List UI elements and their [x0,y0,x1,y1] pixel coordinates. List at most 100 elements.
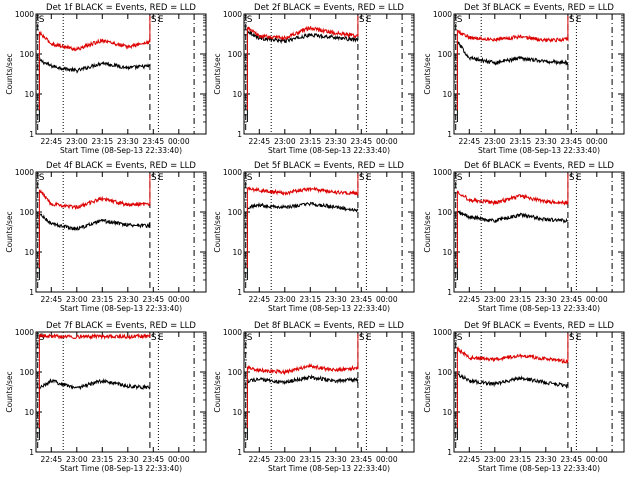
start-marker: S [359,333,365,343]
plot-frame [243,171,415,293]
start-marker: S [457,173,463,183]
start-marker: S [457,15,463,25]
y-tick-label: 1 [447,130,452,139]
start-marker: S [151,15,157,25]
y-tick-label: 100 [20,50,35,59]
y-axis-label: Counts/sec [5,211,14,252]
y-axis-label: Counts/sec [423,371,432,412]
plot-frame [453,13,625,135]
x-tick-label: 22:45 [458,455,480,464]
plot-frame [453,171,625,293]
x-tick-label: 23:30 [535,137,557,146]
x-axis-label: Start Time (08-Sep-13 22:33:40) [478,464,600,473]
x-tick-label: 23:00 [66,455,88,464]
y-tick-label: 1 [447,448,452,457]
y-tick-label: 1000 [15,328,34,337]
y-tick-label: 1000 [223,10,242,19]
lld-series-line [246,173,359,268]
lld-series-line [456,173,569,268]
x-tick-label: 23:30 [117,455,139,464]
x-tick-label: 23:30 [117,137,139,146]
plot-frame [453,331,625,453]
x-tick-label: 23:45 [350,295,372,304]
y-tick-label: 10 [232,90,242,99]
y-tick-label: 1 [237,130,242,139]
y-tick-label: 100 [438,50,453,59]
x-tick-label: 23:45 [350,137,372,146]
plot-panel-det-1: Det 1f BLACK = Events, RED = LLD Counts/s… [5,3,207,155]
x-tick-label: 22:45 [458,295,480,304]
x-tick-label: 23:00 [274,295,296,304]
x-tick-label: 23:30 [325,295,347,304]
x-tick-label: 22:45 [248,455,270,464]
y-axis-label: Counts/sec [423,211,432,252]
y-tick-label: 1 [29,288,34,297]
start-marker: S [247,333,253,343]
x-tick-label: 23:30 [535,455,557,464]
x-tick-label: 23:00 [484,295,506,304]
x-tick-label: 22:45 [40,137,62,146]
y-tick-label: 100 [20,368,35,377]
x-tick-label: 23:15 [509,137,531,146]
start-marker: S [39,173,45,183]
x-tick-label: 23:45 [142,295,164,304]
y-tick-label: 1 [237,448,242,457]
lld-series-line [456,15,569,110]
y-tick-label: 1000 [433,168,452,177]
x-tick-label: 23:00 [66,295,88,304]
y-axis-label: Counts/sec [5,53,14,94]
y-tick-label: 10 [442,90,452,99]
y-tick-label: 1 [29,448,34,457]
y-tick-label: 10 [442,248,452,257]
x-tick-label: 22:45 [248,295,270,304]
y-tick-label: 1000 [223,168,242,177]
x-tick-label: 23:15 [509,295,531,304]
plot-panel-det-3: Det 3f BLACK = Events, RED = LLD Counts/s… [423,3,625,155]
plot-title: Det 9f BLACK = Events, RED = LLD [464,321,614,331]
end-marker: E [366,333,372,343]
end-marker: E [158,173,164,183]
y-tick-label: 1000 [433,10,452,19]
x-tick-label: 23:30 [325,455,347,464]
events-series-line [38,377,151,440]
y-tick-label: 1000 [223,328,242,337]
plot-panel-det-4: Det 4f BLACK = Events, RED = LLD Counts/s… [5,161,207,313]
y-tick-label: 100 [228,50,243,59]
events-series-line [38,211,151,280]
y-tick-label: 10 [232,248,242,257]
events-series-line [246,28,359,122]
x-tick-label: 23:15 [299,455,321,464]
x-axis-label: Start Time (08-Sep-13 22:33:40) [268,464,390,473]
x-tick-label: 00:00 [168,455,190,464]
x-tick-label: 00:00 [168,137,190,146]
y-axis-label: Counts/sec [213,53,222,94]
y-tick-label: 10 [24,248,34,257]
x-tick-label: 23:00 [484,455,506,464]
plot-panel-det-2: Det 2f BLACK = Events, RED = LLD Counts/s… [213,3,415,155]
x-tick-label: 23:45 [350,455,372,464]
events-series-line [246,201,359,280]
end-marker: E [576,333,582,343]
y-tick-label: 100 [228,208,243,217]
plot-frame [35,331,207,453]
x-tick-label: 23:30 [325,137,347,146]
start-marker: S [151,333,157,343]
plot-title: Det 6f BLACK = Events, RED = LLD [464,161,614,171]
x-axis-label: Start Time (08-Sep-13 22:33:40) [268,304,390,313]
x-tick-label: 22:45 [458,137,480,146]
end-marker: E [366,173,372,183]
x-tick-label: 00:00 [168,295,190,304]
x-tick-label: 23:00 [66,137,88,146]
plot-title: Det 3f BLACK = Events, RED = LLD [464,3,614,13]
x-tick-label: 23:15 [91,295,113,304]
x-tick-label: 23:00 [484,137,506,146]
x-tick-label: 23:15 [299,137,321,146]
x-tick-label: 00:00 [586,295,608,304]
y-tick-label: 1000 [15,168,34,177]
x-tick-label: 23:15 [91,455,113,464]
y-axis-label: Counts/sec [213,211,222,252]
y-axis-label: Counts/sec [423,53,432,94]
plot-title: Det 7f BLACK = Events, RED = LLD [46,321,196,331]
y-tick-label: 100 [228,368,243,377]
